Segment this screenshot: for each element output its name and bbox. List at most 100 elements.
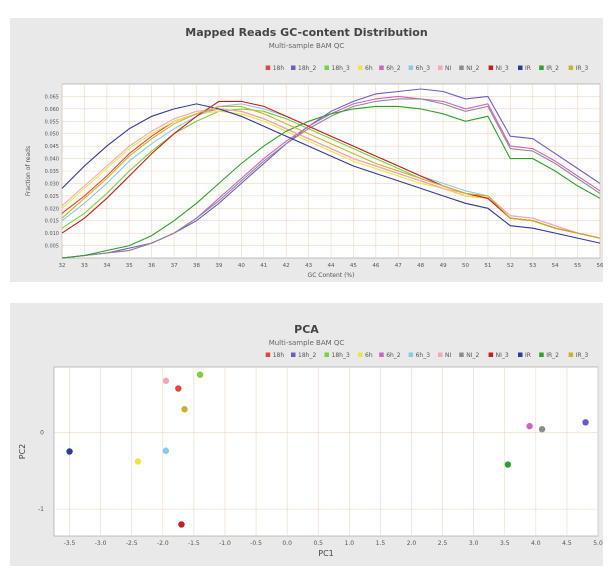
legend-swatch-NI — [438, 352, 443, 357]
scatter-point-6h_3 — [162, 447, 170, 454]
x-axis-label: PC1 — [318, 549, 334, 558]
x-tick-label: -3.5 — [64, 540, 76, 547]
legend-swatch-18h — [265, 65, 271, 70]
legend-swatch-18h_2 — [291, 352, 296, 357]
x-tick-label: -1.5 — [188, 540, 200, 547]
y-tick-label: 0.065 — [45, 94, 59, 100]
x-tick-label: 49 — [440, 263, 447, 269]
legend-label-6h_2: 6h_2 — [386, 352, 401, 359]
series-line-IR_3 — [61, 105, 601, 239]
scatter-point-6h — [134, 458, 142, 465]
y-tick-label: 0 — [40, 429, 44, 436]
scatter-point-NI_3 — [178, 521, 185, 528]
legend-label-18h_3: 18h_3 — [332, 65, 350, 72]
chart-a-subtitle: Multi-sample BAM QC — [268, 42, 345, 50]
legend-label-IR: IR — [525, 65, 531, 72]
legend-swatch-NI_2 — [459, 65, 464, 70]
x-tick-label: 2.0 — [407, 540, 417, 547]
legend-swatch-IR_3 — [568, 352, 574, 357]
scatter-point-18h_2 — [582, 419, 589, 426]
legend-swatch-NI — [438, 65, 443, 70]
x-tick-label: 33 — [81, 263, 88, 269]
x-tick-label: 51 — [484, 263, 491, 269]
legend-label-NI: NI — [445, 65, 451, 72]
panel-a: Mapped Reads GC-content Distribution Mul… — [10, 18, 603, 282]
legend-label-NI_2: NI_2 — [466, 65, 479, 72]
x-tick-label: 38 — [193, 263, 200, 269]
scatter-point-NI_2 — [538, 426, 546, 433]
y-tick-label: 0.035 — [45, 169, 59, 175]
x-tick-label: 41 — [260, 263, 267, 269]
legend-label-18h: 18h — [273, 352, 285, 359]
x-tick-label: 54 — [552, 263, 559, 269]
scatter-point-IR — [66, 448, 73, 455]
legend-swatch-6h_3 — [408, 352, 414, 357]
x-tick-label: -0.5 — [250, 540, 262, 547]
legend-label-6h_3: 6h_3 — [416, 352, 431, 359]
chart-b-title: PCA — [294, 323, 319, 336]
x-tick-label: 40 — [238, 263, 245, 269]
legend-label-6h_2: 6h_2 — [386, 65, 401, 72]
legend-swatch-6h_2 — [379, 352, 384, 357]
y-tick-label: -1 — [38, 506, 44, 513]
legend-swatch-6h — [358, 352, 363, 357]
x-tick-label: 0.0 — [282, 540, 292, 547]
scatter-point-IR_2 — [504, 461, 512, 468]
legend-label-18h_2: 18h_2 — [298, 352, 316, 359]
y-tick-label: 0.060 — [45, 107, 59, 113]
y-tick-label: 0.050 — [45, 132, 59, 138]
x-tick-label: 42 — [283, 263, 290, 269]
scatter-point-18h — [175, 385, 182, 392]
scatter-point-18h_3 — [196, 371, 204, 378]
legend-swatch-IR_2 — [539, 352, 544, 357]
y-tick-label: 0.005 — [45, 244, 59, 250]
legend-swatch-NI_3 — [488, 352, 494, 357]
legend-label-IR_3: IR_3 — [576, 352, 589, 359]
x-tick-label: 2.5 — [438, 540, 448, 547]
x-tick-label: 53 — [529, 263, 536, 269]
legend-label-NI_3: NI_3 — [496, 352, 509, 359]
x-tick-label: 50 — [462, 263, 469, 269]
legend-swatch-IR — [518, 65, 523, 70]
legend-label-18h_2: 18h_2 — [298, 65, 316, 72]
x-axis-label: GC Content (%) — [308, 272, 355, 279]
x-tick-label: -3.0 — [95, 540, 107, 547]
x-tick-label: 44 — [328, 263, 335, 269]
x-tick-label: -2.5 — [126, 540, 138, 547]
legend-swatch-18h_2 — [291, 65, 296, 70]
legend-label-NI_3: NI_3 — [496, 65, 509, 72]
x-tick-label: 37 — [171, 263, 178, 269]
scatter-point-IR_3 — [181, 406, 188, 413]
legend-swatch-18h — [265, 352, 271, 357]
x-tick-label: 45 — [350, 263, 357, 269]
series-line-NI — [61, 108, 601, 239]
x-tick-label: 3.5 — [500, 540, 510, 547]
x-tick-label: 48 — [417, 263, 424, 269]
legend-label-IR: IR — [525, 352, 531, 359]
scatter-point-NI — [162, 377, 170, 385]
x-tick-label: 52 — [507, 263, 514, 269]
y-tick-label: 0.055 — [45, 119, 59, 125]
legend-label-6h_3: 6h_3 — [416, 65, 431, 72]
legend-label-6h: 6h — [365, 65, 373, 72]
y-tick-label: 0.015 — [45, 219, 59, 225]
x-tick-label: 39 — [215, 263, 222, 269]
legend-label-18h: 18h — [273, 65, 285, 72]
x-tick-label: 47 — [395, 263, 402, 269]
legend-label-18h_3: 18h_3 — [332, 352, 350, 359]
x-tick-label: -1.0 — [219, 540, 231, 547]
legend-label-IR_3: IR_3 — [576, 65, 589, 72]
y-tick-label: 0.045 — [45, 144, 59, 150]
y-axis-label: PC2 — [18, 444, 27, 460]
legend-swatch-IR — [518, 352, 523, 357]
legend-swatch-18h_3 — [324, 65, 329, 70]
x-tick-label: 4.5 — [562, 540, 572, 547]
legend-swatch-18h_3 — [324, 352, 329, 357]
y-axis-label: Fraction of reads — [25, 146, 32, 196]
y-tick-label: 0.025 — [45, 194, 59, 200]
legend-swatch-6h_2 — [379, 65, 384, 70]
y-tick-label: 0.020 — [45, 206, 59, 212]
x-tick-label: 1.0 — [345, 540, 355, 547]
panel-b: PCA Multi-sample BAM QC -3.5 -3.0 -2.5 -2.0… — [10, 303, 603, 566]
series-line-IR — [61, 103, 601, 244]
